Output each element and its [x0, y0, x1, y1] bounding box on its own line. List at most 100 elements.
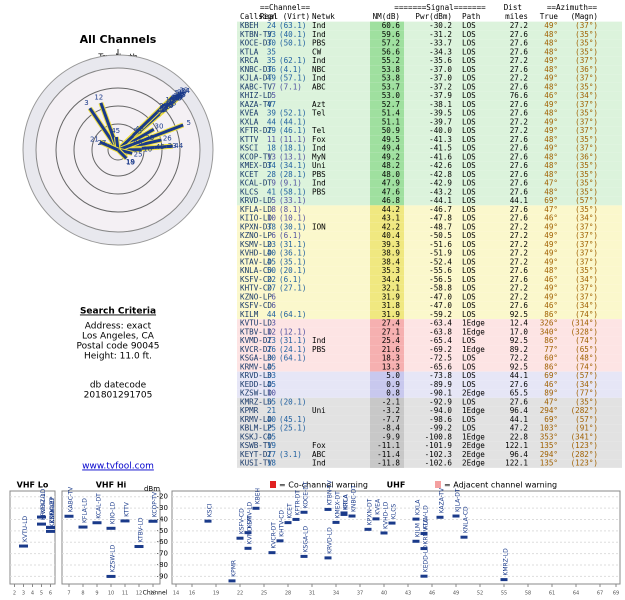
x-tick-label: 34	[333, 591, 339, 597]
network: Tel	[312, 126, 326, 135]
station-mark	[276, 539, 284, 543]
path: LOS	[462, 170, 476, 179]
path: LOS	[462, 275, 476, 284]
dist: 44.1	[510, 415, 529, 424]
az-magn: (37°)	[575, 56, 598, 65]
station-mark	[420, 532, 428, 536]
dist: 96.4	[510, 450, 529, 459]
az-true: 86°	[544, 362, 558, 371]
dist: 17.0	[510, 327, 529, 336]
real: 35	[267, 56, 276, 65]
pwr: -38.1	[429, 100, 452, 109]
callsign: KSMV-LD	[240, 240, 272, 249]
pwr: -48.7	[429, 222, 452, 231]
callsign: KSKJ-CD	[240, 432, 272, 441]
column-header: True	[540, 12, 559, 21]
row-bg	[237, 424, 622, 433]
nm: -7.7	[382, 415, 400, 424]
dist: 27.6	[510, 397, 529, 406]
ray	[106, 143, 119, 152]
nm: 0.9	[386, 380, 400, 389]
x-tick-label: 64	[573, 591, 579, 597]
real: 47	[267, 100, 276, 109]
nm: 31.9	[382, 310, 401, 319]
column-header: (Magn)	[571, 12, 598, 21]
callsign: KJLA-DT	[240, 74, 272, 83]
pwr: -39.5	[429, 109, 452, 118]
row-bg	[237, 336, 622, 346]
station-label: KVCR-DT	[271, 522, 278, 549]
station-label: KNLA-CD	[463, 506, 470, 533]
station-label: KHIZ-LD	[40, 488, 47, 513]
pwr: -101.9	[425, 441, 453, 450]
dist: 47.2	[510, 424, 528, 433]
nm-cell	[370, 117, 404, 127]
dist: 27.6	[510, 30, 529, 39]
ray-label: 40	[133, 138, 142, 146]
network: Azt	[312, 100, 326, 109]
ray-label: 3	[84, 99, 88, 107]
nm-cell	[370, 415, 404, 425]
station-mark	[78, 525, 88, 529]
pwr: -41.3	[429, 135, 452, 144]
nm-cell	[370, 39, 404, 48]
y-tick-label: -60	[157, 538, 168, 546]
nm-cell	[370, 56, 404, 66]
path: LOS	[462, 65, 476, 74]
band-frame	[61, 490, 161, 585]
real: 27	[267, 450, 276, 459]
nm: -11.4	[377, 450, 400, 459]
station-mark	[268, 551, 276, 555]
x-tick-label: 22	[237, 591, 243, 597]
nm-cell	[370, 109, 404, 118]
criteria: Postal code 90045	[77, 342, 160, 352]
callsign: KZNO-LP	[240, 292, 272, 301]
row-bg	[237, 82, 622, 92]
row-bg	[237, 380, 622, 390]
dist: 27.6	[510, 82, 529, 91]
real: 6	[271, 301, 276, 310]
x-tick-label: 55	[501, 591, 507, 597]
station-mark	[324, 507, 332, 511]
pwr: -92.9	[429, 397, 452, 406]
row-bg	[237, 362, 622, 372]
virt: (30.1)	[279, 222, 306, 231]
az-true: 69°	[544, 415, 558, 424]
az-true: 294°	[540, 450, 558, 459]
station-label: KAZA-TV	[439, 487, 446, 513]
az-magn: (37°)	[575, 249, 598, 258]
virt: (24.1)	[279, 345, 306, 354]
az-magn: (37°)	[575, 284, 598, 293]
virt: (58.1)	[279, 187, 306, 196]
station-label: KABC-TV	[68, 486, 75, 512]
callsign: KTTV	[240, 135, 259, 144]
az-magn: (37°)	[575, 222, 598, 231]
station-label: KMRZ-LD	[503, 548, 510, 576]
az-true: 46°	[544, 301, 558, 310]
nm: 51.1	[382, 117, 401, 126]
row-bg	[237, 292, 622, 302]
ray-label: 23	[165, 101, 174, 109]
callsign: KVMD-DT	[240, 336, 272, 345]
ray-label: 33	[179, 87, 188, 95]
ray-label: 8	[169, 96, 173, 104]
station-label: KOCE-DT	[303, 481, 310, 508]
virt: (13.1)	[279, 152, 306, 161]
path: LOS	[462, 161, 476, 170]
dist: 27.2	[510, 74, 528, 83]
callsign: KVCR-DT	[240, 345, 272, 354]
nm-cell	[370, 30, 404, 40]
pwr: -90.1	[429, 389, 452, 398]
criteria: Los Angeles, CA	[82, 332, 155, 342]
az-true: 69°	[544, 196, 558, 205]
row-bg	[237, 117, 622, 127]
link[interactable]: www.tvfool.com	[82, 462, 154, 472]
dist: 27.6	[510, 65, 529, 74]
path: LOS	[462, 240, 476, 249]
path: LOS	[462, 135, 476, 144]
az-magn: (328°)	[571, 327, 598, 336]
band-name: UHF	[387, 481, 406, 490]
station-label: KRVD-LD	[40, 493, 47, 520]
path: LOS	[462, 301, 476, 310]
